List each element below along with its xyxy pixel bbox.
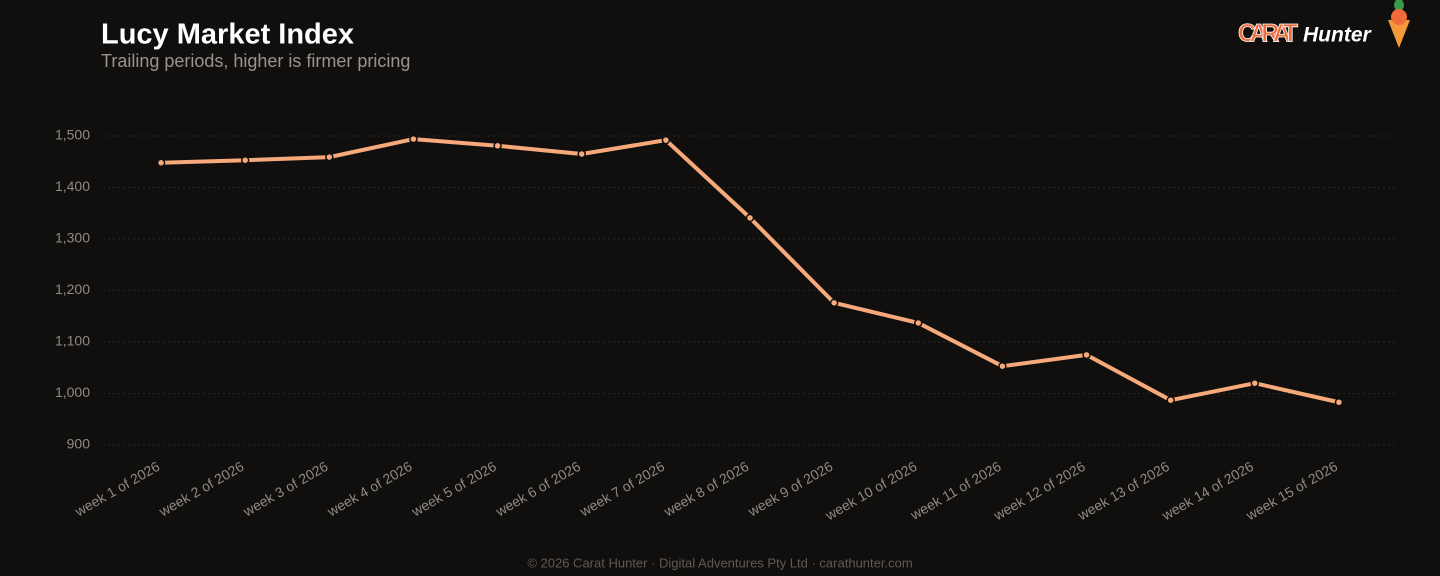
point (914, 318, 923, 328)
point (1250, 378, 1260, 388)
x-tick-label: week 14 of 2026 (1158, 458, 1256, 524)
y-tick-label: 1,000 (55, 384, 90, 400)
chart-title: Lucy Market Index (101, 19, 354, 51)
brand-logo: CARAT Hunter (1238, 0, 1410, 48)
y-tick-label: 900 (67, 436, 91, 452)
point (156, 158, 166, 168)
x-tick-label: week 9 of 2026 (744, 458, 835, 520)
x-tick-label: week 8 of 2026 (660, 458, 751, 520)
x-tick-label: week 3 of 2026 (240, 458, 331, 520)
x-tick-label: week 1 of 2026 (71, 458, 162, 520)
x-tick-label: week 6 of 2026 (492, 458, 583, 520)
point (998, 361, 1007, 371)
x-tick-label: week 15 of 2026 (1242, 458, 1340, 524)
point (1166, 395, 1175, 405)
x-tick-label: week 10 of 2026 (822, 458, 920, 524)
point (1334, 398, 1344, 407)
carrot-head (1391, 9, 1407, 25)
chart-subtitle: Trailing periods, higher is firmer prici… (101, 51, 410, 71)
y-tick-label: 1,300 (55, 230, 90, 246)
y-tick-label: 1,400 (55, 178, 90, 194)
point (661, 135, 671, 145)
point (409, 134, 418, 144)
x-tick-label: week 11 of 2026 (907, 458, 1004, 523)
x-tick-label: week 2 of 2026 (155, 458, 246, 520)
carrot-leaf (1394, 0, 1404, 11)
y-tick-label: 1,100 (55, 333, 90, 349)
x-tick-label: week 13 of 2026 (1074, 458, 1172, 524)
point (745, 213, 755, 223)
footer: © 2026 Carat Hunter · Digital Adventures… (527, 555, 912, 570)
carrot-icon (1388, 20, 1410, 48)
x-tick-label: week 4 of 2026 (324, 458, 415, 520)
x-tick-label: week 7 of 2026 (576, 458, 667, 520)
x-tick-label: week 12 of 2026 (990, 458, 1088, 524)
point (240, 155, 250, 165)
point (493, 141, 502, 151)
point (577, 149, 586, 159)
point (325, 152, 334, 162)
point (829, 298, 839, 308)
x-tick-label: week 5 of 2026 (408, 458, 499, 520)
y-tick-label: 1,500 (55, 127, 90, 143)
y-tick-label: 1,200 (55, 281, 90, 297)
line (161, 137, 1340, 405)
brand-word: Hunter (1303, 24, 1372, 47)
point (1082, 350, 1091, 360)
brand-word: CARAT (1238, 20, 1298, 48)
